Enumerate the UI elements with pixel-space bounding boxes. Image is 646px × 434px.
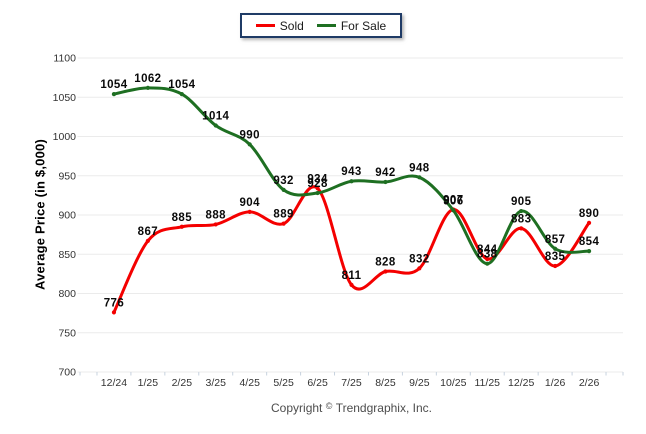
x-tick-label: 12/25 [508,377,534,389]
series-marker-for-sale [247,142,252,147]
x-tick-label: 1/25 [138,377,159,389]
series-marker-for-sale [145,85,150,90]
y-tick-label: 700 [58,367,76,379]
series-line-sold [112,185,591,314]
series-marker-sold [247,209,252,214]
series-marker-sold [179,224,184,229]
sold-line-swatch [255,24,275,27]
y-tick-label: 900 [58,210,76,222]
series-marker-for-sale [451,208,456,213]
series-marker-sold [417,266,422,271]
series-marker-for-sale [553,246,558,251]
series-marker-sold [519,226,524,231]
data-label-for-sale: 906 [443,195,463,207]
series-marker-sold [281,221,286,226]
data-label-for-sale: 854 [579,236,600,248]
data-label-for-sale: 942 [375,167,395,179]
data-label-sold: 828 [375,257,396,269]
copyright-company: Trendgraphix, Inc. [335,401,432,415]
series-marker-for-sale [485,261,490,266]
series-marker-for-sale [383,179,388,185]
data-label-for-sale: 932 [273,175,293,187]
data-label-for-sale: 838 [477,249,498,261]
x-tick-label: 3/25 [206,377,227,389]
legend: Sold For Sale [240,13,402,38]
data-label-for-sale: 943 [341,166,361,178]
data-label-sold: 867 [138,226,158,238]
series-marker-for-sale [281,187,286,192]
copyright-prefix: Copyright [271,401,323,415]
x-tick-label: 6/25 [307,377,328,389]
legend-item-sold: Sold [255,18,304,33]
data-label-sold: 889 [273,209,293,221]
y-tick-label: 1000 [53,131,77,143]
x-tick-label: 1/26 [545,377,566,389]
series-marker-for-sale [111,92,117,97]
series-marker-sold [383,269,388,274]
y-tick-label: 850 [58,249,76,261]
series-marker-sold [145,238,150,244]
x-tick-label: 2/25 [172,377,193,389]
x-tick-label: 8/25 [375,377,396,389]
y-tick-label: 800 [58,288,76,300]
data-label-sold: 776 [104,297,124,309]
x-tick-label: 4/25 [239,377,260,389]
for-sale-line-swatch [316,24,336,27]
x-tick-label: 11/25 [475,377,501,389]
data-label-for-sale: 1014 [202,111,229,123]
series-marker-sold [553,263,558,269]
series-marker-for-sale [417,175,422,180]
x-tick-label: 10/25 [440,377,466,389]
y-tick-label: 1100 [53,53,76,65]
x-tick-label: 5/25 [273,377,294,389]
data-label-for-sale: 1062 [134,73,161,85]
series-marker-for-sale [179,92,184,97]
series-marker-for-sale [213,123,218,128]
data-label-for-sale: 990 [239,129,259,141]
series-marker-sold [485,256,490,262]
data-label-sold: 888 [206,209,227,221]
series-marker-sold [586,220,592,225]
copyright-text: Copyright © Trendgraphix, Inc. [80,401,623,415]
data-label-sold: 832 [409,253,429,265]
copyright-symbol-icon: © [325,401,333,411]
legend-item-for-sale: For Sale [316,18,387,33]
data-label-sold: 907 [443,195,463,207]
legend-label-sold: Sold [279,18,304,33]
series-marker-for-sale [519,208,524,214]
series-marker-for-sale [586,249,592,254]
y-tick-label: 950 [58,170,76,182]
series-marker-sold [349,282,354,287]
data-label-sold: 904 [239,197,260,209]
data-label-sold: 890 [579,208,599,220]
x-tick-label: 12/24 [101,377,127,389]
series-marker-for-sale [315,190,320,196]
y-tick-label: 1050 [53,92,77,104]
series-marker-sold [111,310,117,315]
x-tick-label: 7/25 [341,377,362,389]
data-label-for-sale: 1054 [100,79,127,91]
data-label-sold: 934 [307,173,328,185]
series-marker-sold [315,186,320,191]
data-label-sold: 844 [477,244,498,256]
x-tick-label: 9/25 [409,377,430,389]
series-marker-for-sale [349,179,354,184]
x-tick-label: 2/26 [579,377,600,389]
data-label-sold: 835 [545,251,566,263]
data-label-for-sale: 905 [511,196,532,208]
data-label-for-sale: 948 [409,162,430,174]
y-tick-label: 750 [58,327,76,339]
data-label-sold: 883 [511,213,531,225]
data-label-sold: 811 [342,270,362,282]
series-marker-sold [213,222,218,227]
data-label-for-sale: 1054 [168,79,195,91]
legend-label-for-sale: For Sale [340,18,387,33]
data-label-for-sale: 857 [545,234,565,246]
data-label-for-sale: 928 [307,178,328,190]
data-label-sold: 885 [172,212,193,224]
